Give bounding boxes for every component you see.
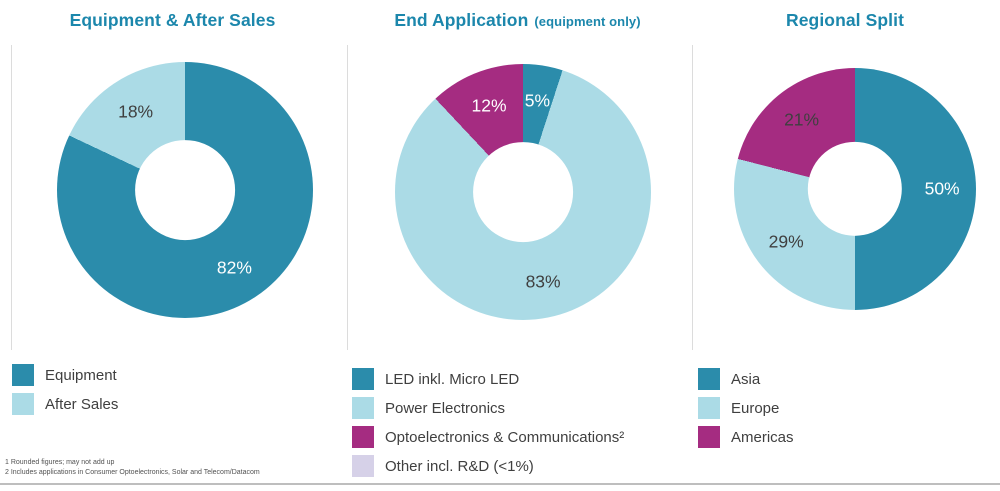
chart-panel-regional-split: Regional Split 50% 29% 21% Asia Europe Ameri… (690, 0, 1000, 491)
legend-item: After Sales (12, 393, 118, 415)
legend-item: Equipment (12, 364, 118, 386)
legend-regional-split: Asia Europe Americas (698, 368, 794, 448)
chart-title-regional-split: Regional Split (690, 10, 1000, 31)
legend-label: Europe (731, 399, 780, 417)
chart-title-text: Equipment & After Sales (69, 10, 276, 30)
legend-label: Asia (731, 370, 761, 388)
chart-panel-end-application: End Application (equipment only) 5% 83% 12%… (345, 0, 690, 491)
plot-area-border-left-1 (11, 45, 12, 350)
chart-panel-equipment-after-sales: Equipment & After Sales 82% 18% Equipment… (0, 0, 345, 491)
footnotes: 1 Rounded figures; may not add up 2 Incl… (5, 458, 260, 478)
chart-title-equipment-after-sales: Equipment & After Sales (0, 10, 345, 31)
legend-label: After Sales (45, 395, 119, 413)
chart-title-text: End Application (394, 10, 529, 30)
legend-label: Other incl. R&D (<1%) (385, 457, 534, 475)
legend-swatch (12, 364, 34, 386)
donut-chart-end-application: 5% 83% 12% (395, 64, 651, 320)
chart-title-end-application: End Application (equipment only) (345, 10, 690, 31)
slice-label: 5% (524, 90, 551, 111)
legend-swatch (12, 393, 34, 415)
legend-swatch (352, 426, 374, 448)
legend-swatch (698, 397, 720, 419)
donut-chart-regional-split: 50% 29% 21% (734, 68, 976, 310)
footnote-2: 2 Includes applications in Consumer Opto… (5, 469, 260, 476)
legend-label: Equipment (45, 366, 117, 384)
bottom-divider-line (0, 483, 1000, 485)
slice-label: 21% (784, 109, 820, 130)
legend-item: Power Electronics (352, 397, 624, 419)
chart-title-text: Regional Split (785, 10, 905, 30)
slice-label: 29% (768, 231, 804, 252)
legend-item: Asia (698, 368, 794, 390)
donut-chart-equipment-after-sales: 82% 18% (57, 62, 313, 318)
legend-swatch (352, 397, 374, 419)
legend-swatch (352, 455, 374, 477)
legend-label: Americas (731, 428, 794, 446)
plot-area-border-left-3 (692, 45, 693, 350)
slice-label: 83% (525, 271, 561, 292)
legend-item: Optoelectronics & Communications² (352, 426, 624, 448)
legend-label: LED inkl. Micro LED (385, 370, 520, 388)
legend-swatch (352, 368, 374, 390)
footnote-1: 1 Rounded figures; may not add up (5, 459, 115, 466)
slice-label: 82% (216, 257, 252, 278)
legend-item: Americas (698, 426, 794, 448)
legend-label: Optoelectronics & Communications² (385, 428, 625, 446)
legend-swatch (698, 368, 720, 390)
legend-equipment-after-sales: Equipment After Sales (12, 364, 118, 415)
legend-label: Power Electronics (385, 399, 506, 417)
legend-swatch (698, 426, 720, 448)
slice-label: 18% (118, 101, 154, 122)
legend-item: Europe (698, 397, 794, 419)
legend-item: LED inkl. Micro LED (352, 368, 624, 390)
legend-item: Other incl. R&D (<1%) (352, 455, 624, 477)
slice-label: 50% (924, 178, 960, 199)
plot-area-border-left-2 (347, 45, 348, 350)
chart-title-suffix: (equipment only) (534, 14, 641, 29)
slice-label: 12% (471, 95, 507, 116)
legend-end-application: LED inkl. Micro LED Power Electronics Opto… (352, 368, 624, 477)
